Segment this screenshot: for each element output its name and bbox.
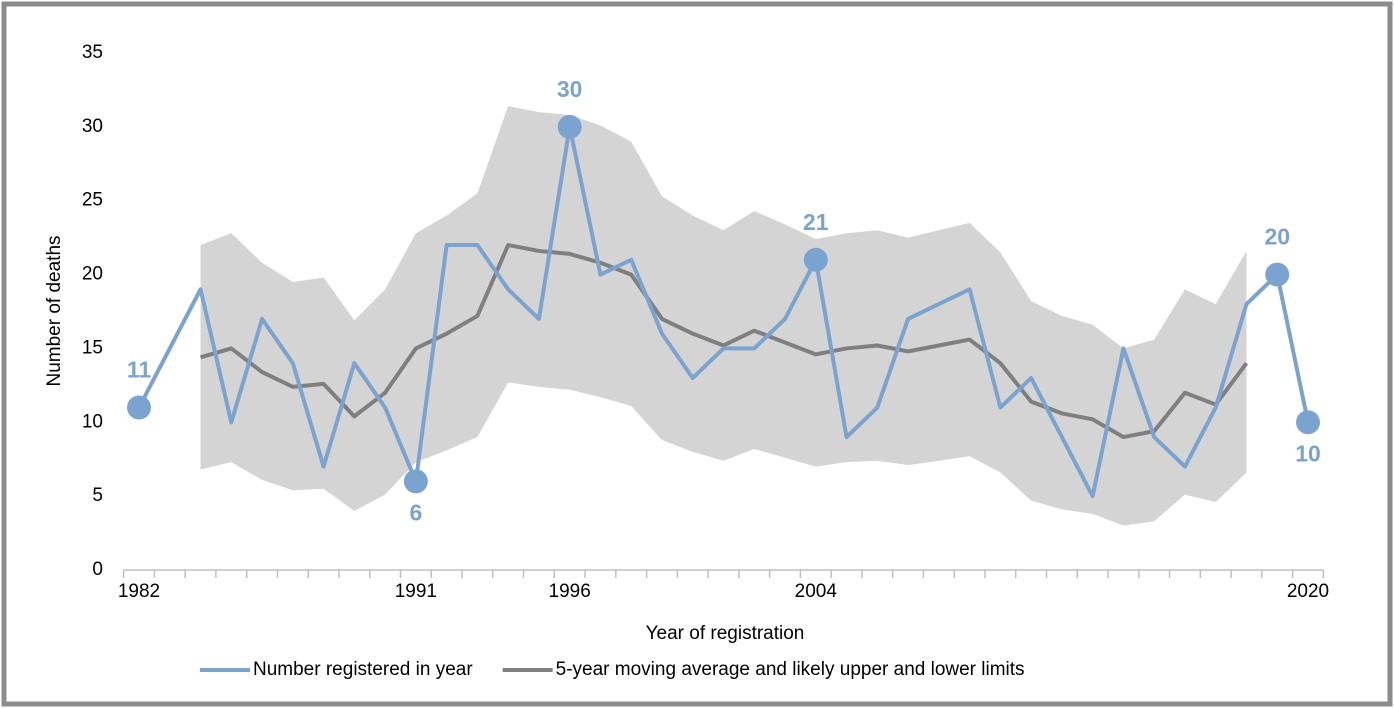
data-label: 6 (409, 499, 422, 525)
point-marker (1265, 262, 1290, 287)
y-tick-label: 5 (92, 485, 103, 506)
point-marker (403, 469, 428, 494)
data-label: 10 (1295, 440, 1321, 466)
data-label: 21 (803, 209, 829, 235)
y-tick-label: 0 (92, 559, 103, 580)
data-label: 11 (127, 357, 152, 383)
y-axis-title: Number of deaths (44, 235, 65, 386)
y-tick-label: 10 (82, 411, 103, 432)
point-marker (803, 247, 828, 272)
point-marker (1296, 410, 1320, 435)
x-axis-title: Year of registration (646, 623, 805, 644)
x-tick-label: 1991 (395, 581, 437, 602)
point-marker (557, 114, 582, 139)
x-tick-label: 1996 (549, 581, 591, 602)
x-tick-label: 2020 (1287, 581, 1329, 602)
x-tick-label: 1982 (118, 581, 160, 602)
x-tick-label: 2004 (795, 581, 838, 602)
y-tick-label: 20 (82, 264, 103, 285)
point-marker (127, 395, 151, 420)
y-tick-label: 15 (82, 337, 103, 358)
data-label: 20 (1264, 224, 1290, 250)
y-tick-label: 30 (82, 116, 103, 137)
data-label: 30 (557, 76, 583, 102)
series-line (199, 243, 1249, 440)
series-line (137, 124, 1310, 499)
limit-band (200, 106, 1247, 526)
y-tick-label: 25 (82, 190, 103, 211)
legend-label: 5-year moving average and likely upper a… (556, 659, 1025, 680)
legend-label: Number registered in year (253, 659, 473, 680)
y-tick-label: 35 (82, 42, 103, 63)
